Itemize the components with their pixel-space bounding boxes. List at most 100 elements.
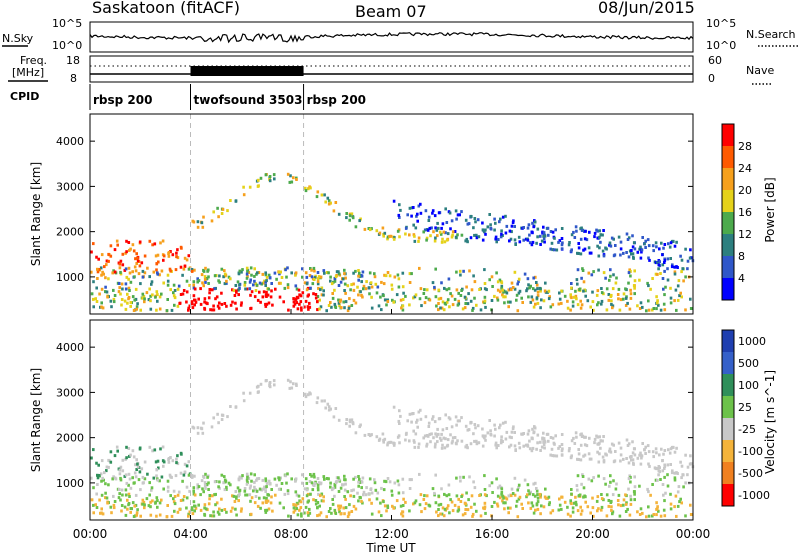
radar-cell: [483, 282, 487, 285]
radar-cell: [225, 487, 228, 491]
radar-cell: [513, 493, 517, 497]
radar-cell: [169, 250, 172, 253]
radar-cell: [327, 408, 331, 412]
radar-cell: [206, 269, 209, 273]
radar-cell: [573, 236, 577, 239]
radar-cell: [191, 219, 195, 223]
radar-cell: [126, 498, 129, 502]
radar-cell: [534, 481, 537, 485]
radar-cell: [197, 503, 200, 507]
radar-cell: [527, 295, 530, 299]
radar-cell: [192, 486, 196, 490]
radar-cell: [575, 229, 578, 233]
radar-cell: [352, 282, 355, 286]
radar-cell: [322, 495, 325, 499]
radar-cell: [129, 507, 133, 510]
radar-cell: [207, 481, 210, 485]
radar-cell: [254, 488, 257, 492]
radar-cell: [334, 275, 338, 279]
radar-cell: [625, 457, 628, 460]
radar-cell: [380, 486, 383, 490]
radar-cell: [156, 253, 160, 257]
radar-cell: [582, 248, 585, 252]
radar-cell: [471, 512, 475, 516]
radar-cell: [178, 507, 181, 511]
radar-cell: [385, 509, 388, 513]
radar-cell: [100, 287, 104, 291]
radar-cell: [626, 444, 630, 447]
radar-cell: [318, 307, 321, 311]
radar-cell: [425, 236, 429, 240]
radar-cell: [357, 484, 360, 488]
radar-cell: [203, 306, 206, 310]
radar-cell: [539, 495, 542, 499]
radar-cell: [289, 380, 292, 384]
radar-cell: [588, 457, 592, 461]
radar-cell: [125, 275, 129, 279]
radar-cell: [368, 228, 372, 232]
radar-cell: [100, 305, 103, 309]
radar-cell: [560, 495, 563, 499]
radar-cell: [337, 476, 340, 480]
radar-cell: [568, 447, 571, 450]
radar-cell: [245, 272, 249, 276]
radar-cell: [176, 462, 180, 466]
radar-cell: [117, 496, 121, 500]
radar-cell: [517, 497, 521, 501]
radar-cell: [143, 297, 146, 301]
radar-cell: [577, 242, 580, 245]
radar-cell: [573, 501, 576, 505]
radar-cell: [402, 497, 405, 501]
radar-cell: [571, 506, 575, 510]
radar-cell: [120, 488, 124, 492]
radar-cell: [434, 267, 437, 271]
radar-cell: [316, 280, 320, 284]
radar-cell: [596, 509, 599, 513]
colorbar-swatch: [722, 234, 734, 257]
radar-cell: [602, 271, 606, 275]
radar-cell: [330, 488, 334, 492]
radar-cell: [659, 478, 662, 481]
colorbar-swatch: [722, 418, 734, 441]
radar-cell: [322, 475, 326, 479]
radar-cell: [404, 226, 408, 230]
radar-cell: [439, 296, 443, 300]
radar-cell: [434, 473, 437, 477]
radar-cell: [640, 454, 644, 458]
radar-cell: [129, 304, 132, 308]
radar-cell: [173, 289, 177, 292]
radar-cell: [632, 462, 635, 466]
radar-cell: [470, 215, 473, 218]
radar-cell: [513, 444, 517, 448]
radar-cell: [395, 499, 399, 503]
radar-cell: [167, 457, 171, 460]
radar-cell: [179, 471, 183, 475]
radar-cell: [112, 300, 116, 304]
radar-cell: [329, 407, 332, 411]
radar-cell: [402, 291, 405, 295]
radar-cell: [155, 474, 158, 478]
radar-cell: [286, 286, 290, 290]
radar-cell: [408, 206, 412, 210]
colorbar-tick-label: 24: [738, 162, 752, 175]
radar-cell: [143, 271, 147, 275]
radar-cell: [483, 295, 487, 299]
radar-cell: [360, 274, 364, 278]
radar-cell: [455, 476, 458, 480]
radar-cell: [240, 476, 243, 480]
radar-cell: [605, 514, 609, 518]
radar-cell: [286, 172, 290, 176]
radar-cell: [109, 254, 113, 258]
radar-cell: [608, 241, 612, 245]
radar-cell: [211, 494, 214, 498]
radar-cell: [386, 477, 390, 480]
radar-cell: [218, 274, 221, 278]
radar-cell: [501, 293, 504, 297]
radar-cell: [192, 489, 195, 493]
radar-cell: [292, 297, 295, 301]
radar-cell: [600, 497, 604, 501]
radar-cell: [669, 286, 672, 290]
radar-cell: [657, 473, 660, 477]
radar-cell: [439, 502, 443, 506]
